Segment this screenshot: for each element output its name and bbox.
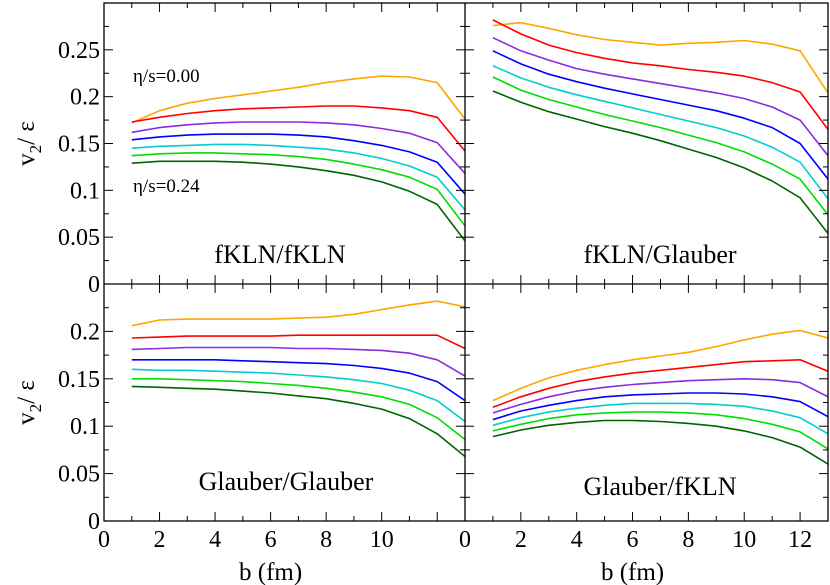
panel-title-3: Glauber/Glauber — [199, 467, 374, 496]
series-line-p3-s1 — [131, 334, 465, 350]
series-line-p4-s4 — [492, 402, 828, 435]
ytick-label-top-3: 0.15 — [58, 132, 100, 158]
xtick-label-left-1: 2 — [154, 527, 166, 553]
series-line-p2-s4 — [492, 65, 828, 200]
series-line-p2-s3 — [492, 50, 828, 180]
series-line-p4-s6 — [492, 419, 828, 465]
series-line-p1-s3 — [131, 133, 465, 195]
series-line-p2-s0 — [492, 21, 828, 94]
series-line-p2-s5 — [492, 76, 828, 216]
series-line-p4-s2 — [492, 377, 828, 414]
series-line-p2-s2 — [492, 36, 828, 157]
series-line-p3-s6 — [131, 385, 465, 458]
ylabel-bottom-tail: / ε — [13, 380, 40, 404]
series-line-p4-s0 — [492, 329, 828, 402]
xtick-label-right-5: 10 — [732, 527, 756, 553]
ylabel-top: v2/ ε — [13, 121, 45, 166]
ytick-label-bottom-0: 0 — [88, 509, 100, 535]
ylabel-bottom-subscript: 2 — [26, 404, 45, 413]
ylabel-top-subscript: 2 — [26, 145, 45, 154]
xtick-label-left-2: 4 — [209, 527, 221, 553]
xtick-label-left-4: 8 — [320, 527, 332, 553]
xtick-label-right-6: 12 — [788, 527, 812, 553]
xlabel-left: b (fm) — [239, 559, 302, 585]
xtick-label-left-3: 6 — [265, 527, 277, 553]
xtick-label-right-3: 6 — [627, 527, 639, 553]
ylabel-bottom-main: v — [13, 412, 40, 425]
ytick-label-bottom-2: 0.1 — [70, 414, 100, 440]
series-line-p1-s4 — [131, 143, 465, 211]
series-line-p3-s4 — [131, 368, 465, 423]
ytick-label-bottom-3: 0.15 — [58, 367, 100, 393]
panel-title-1: fKLN/fKLN — [214, 240, 346, 269]
xtick-label-right-0: 0 — [459, 527, 471, 553]
series-line-p3-s5 — [131, 377, 465, 441]
xtick-label-left-0: 0 — [98, 527, 110, 553]
panel-title-4: Glauber/fKLN — [583, 472, 736, 501]
series-line-p4-s1 — [492, 358, 828, 408]
xtick-label-right-1: 2 — [515, 527, 527, 553]
series-line-p3-s2 — [131, 346, 465, 377]
ytick-label-top-0: 0 — [88, 272, 100, 298]
ytick-label-bottom-4: 0.2 — [70, 319, 100, 345]
xtick-label-left-5: 10 — [370, 527, 394, 553]
annotation-eta-024: η/s=0.24 — [133, 176, 200, 197]
ylabel-top-tail: / ε — [13, 121, 40, 145]
series-line-p1-s6 — [131, 160, 465, 242]
series-line-p1-s2 — [131, 121, 465, 175]
series-line-p1-s1 — [131, 105, 465, 152]
series-line-p3-s0 — [131, 300, 465, 327]
series-line-p4-s5 — [492, 411, 828, 450]
series-line-p3-s3 — [131, 358, 465, 402]
ylabel-top-main: v — [13, 153, 40, 166]
series-line-p1-s0 — [131, 75, 465, 124]
ytick-label-top-5: 0.25 — [58, 38, 100, 64]
series-line-p1-s5 — [131, 152, 465, 227]
ytick-label-bottom-1: 0.05 — [58, 462, 100, 488]
panel-title-2: fKLN/Glauber — [583, 240, 736, 269]
annotation-eta-0: η/s=0.00 — [133, 66, 200, 87]
xtick-label-right-2: 4 — [571, 527, 583, 553]
series-line-p2-s1 — [492, 19, 828, 130]
ytick-label-top-2: 0.1 — [70, 178, 100, 204]
series-line-p2-s6 — [492, 90, 828, 234]
xlabel-right: b (fm) — [601, 559, 664, 585]
ytick-label-top-1: 0.05 — [58, 225, 100, 251]
ytick-label-top-4: 0.2 — [70, 85, 100, 111]
series-line-p4-s3 — [492, 392, 828, 421]
ylabel-bottom: v2/ ε — [13, 380, 45, 425]
xtick-label-right-4: 8 — [682, 527, 694, 553]
